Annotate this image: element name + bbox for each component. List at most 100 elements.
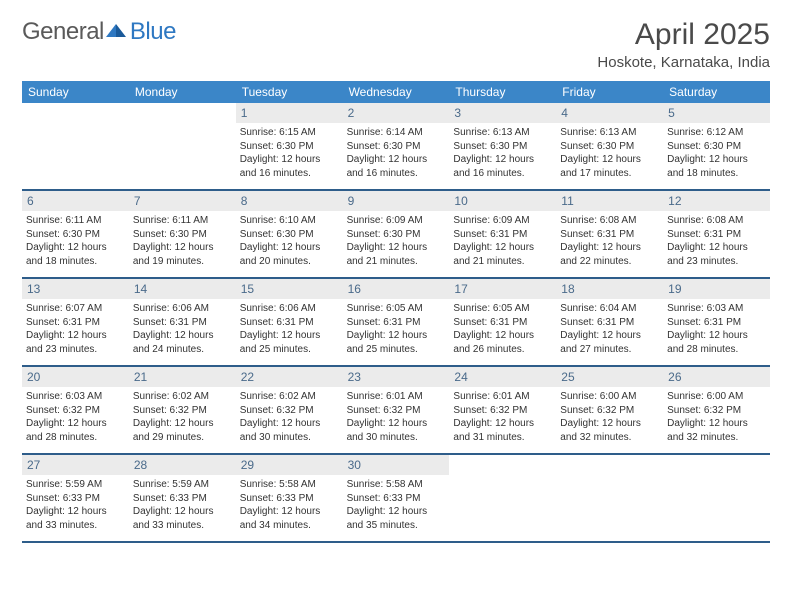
day-cell: 12Sunrise: 6:08 AM Sunset: 6:31 PM Dayli… bbox=[663, 191, 770, 277]
day-text: Sunrise: 6:12 AM Sunset: 6:30 PM Dayligh… bbox=[663, 123, 770, 184]
day-text bbox=[22, 109, 129, 116]
weekday-header: Friday bbox=[556, 81, 663, 103]
day-text: Sunrise: 6:02 AM Sunset: 6:32 PM Dayligh… bbox=[236, 387, 343, 448]
day-text: Sunrise: 6:11 AM Sunset: 6:30 PM Dayligh… bbox=[129, 211, 236, 272]
day-number: 9 bbox=[343, 191, 450, 211]
day-number: 27 bbox=[22, 455, 129, 475]
day-cell: 14Sunrise: 6:06 AM Sunset: 6:31 PM Dayli… bbox=[129, 279, 236, 365]
day-cell bbox=[556, 455, 663, 541]
day-text: Sunrise: 6:11 AM Sunset: 6:30 PM Dayligh… bbox=[22, 211, 129, 272]
day-text bbox=[663, 461, 770, 468]
logo-text-1: General bbox=[22, 18, 104, 46]
day-number: 16 bbox=[343, 279, 450, 299]
day-number: 5 bbox=[663, 103, 770, 123]
logo-text-2: Blue bbox=[130, 18, 176, 46]
day-number: 15 bbox=[236, 279, 343, 299]
day-text: Sunrise: 6:08 AM Sunset: 6:31 PM Dayligh… bbox=[556, 211, 663, 272]
title-block: April 2025 Hoskote, Karnataka, India bbox=[597, 18, 770, 71]
weekday-header-row: Sunday Monday Tuesday Wednesday Thursday… bbox=[22, 81, 770, 103]
day-number: 8 bbox=[236, 191, 343, 211]
day-text: Sunrise: 6:02 AM Sunset: 6:32 PM Dayligh… bbox=[129, 387, 236, 448]
day-cell: 7Sunrise: 6:11 AM Sunset: 6:30 PM Daylig… bbox=[129, 191, 236, 277]
day-cell: 18Sunrise: 6:04 AM Sunset: 6:31 PM Dayli… bbox=[556, 279, 663, 365]
day-cell: 15Sunrise: 6:06 AM Sunset: 6:31 PM Dayli… bbox=[236, 279, 343, 365]
day-text: Sunrise: 6:00 AM Sunset: 6:32 PM Dayligh… bbox=[556, 387, 663, 448]
day-cell: 13Sunrise: 6:07 AM Sunset: 6:31 PM Dayli… bbox=[22, 279, 129, 365]
day-cell: 28Sunrise: 5:59 AM Sunset: 6:33 PM Dayli… bbox=[129, 455, 236, 541]
day-number: 14 bbox=[129, 279, 236, 299]
day-number: 10 bbox=[449, 191, 556, 211]
header: General Blue April 2025 Hoskote, Karnata… bbox=[22, 18, 770, 71]
day-cell bbox=[449, 455, 556, 541]
day-text: Sunrise: 6:05 AM Sunset: 6:31 PM Dayligh… bbox=[449, 299, 556, 360]
day-number: 12 bbox=[663, 191, 770, 211]
day-number: 23 bbox=[343, 367, 450, 387]
day-number: 29 bbox=[236, 455, 343, 475]
day-cell: 8Sunrise: 6:10 AM Sunset: 6:30 PM Daylig… bbox=[236, 191, 343, 277]
day-text: Sunrise: 5:59 AM Sunset: 6:33 PM Dayligh… bbox=[22, 475, 129, 536]
day-number: 30 bbox=[343, 455, 450, 475]
day-number: 4 bbox=[556, 103, 663, 123]
day-cell: 21Sunrise: 6:02 AM Sunset: 6:32 PM Dayli… bbox=[129, 367, 236, 453]
day-cell: 20Sunrise: 6:03 AM Sunset: 6:32 PM Dayli… bbox=[22, 367, 129, 453]
day-text: Sunrise: 6:08 AM Sunset: 6:31 PM Dayligh… bbox=[663, 211, 770, 272]
day-text: Sunrise: 6:09 AM Sunset: 6:31 PM Dayligh… bbox=[449, 211, 556, 272]
day-cell: 23Sunrise: 6:01 AM Sunset: 6:32 PM Dayli… bbox=[343, 367, 450, 453]
week-row: 27Sunrise: 5:59 AM Sunset: 6:33 PM Dayli… bbox=[22, 455, 770, 543]
day-cell: 3Sunrise: 6:13 AM Sunset: 6:30 PM Daylig… bbox=[449, 103, 556, 189]
day-text: Sunrise: 6:07 AM Sunset: 6:31 PM Dayligh… bbox=[22, 299, 129, 360]
day-cell bbox=[22, 103, 129, 189]
day-text: Sunrise: 6:04 AM Sunset: 6:31 PM Dayligh… bbox=[556, 299, 663, 360]
day-text: Sunrise: 6:03 AM Sunset: 6:32 PM Dayligh… bbox=[22, 387, 129, 448]
weekday-header: Tuesday bbox=[236, 81, 343, 103]
day-number: 20 bbox=[22, 367, 129, 387]
day-cell: 16Sunrise: 6:05 AM Sunset: 6:31 PM Dayli… bbox=[343, 279, 450, 365]
day-cell bbox=[663, 455, 770, 541]
day-text: Sunrise: 6:03 AM Sunset: 6:31 PM Dayligh… bbox=[663, 299, 770, 360]
day-text: Sunrise: 6:13 AM Sunset: 6:30 PM Dayligh… bbox=[449, 123, 556, 184]
day-number: 24 bbox=[449, 367, 556, 387]
day-cell: 10Sunrise: 6:09 AM Sunset: 6:31 PM Dayli… bbox=[449, 191, 556, 277]
weeks-container: 1Sunrise: 6:15 AM Sunset: 6:30 PM Daylig… bbox=[22, 103, 770, 543]
day-cell: 22Sunrise: 6:02 AM Sunset: 6:32 PM Dayli… bbox=[236, 367, 343, 453]
day-number: 21 bbox=[129, 367, 236, 387]
day-text: Sunrise: 5:58 AM Sunset: 6:33 PM Dayligh… bbox=[343, 475, 450, 536]
day-cell: 19Sunrise: 6:03 AM Sunset: 6:31 PM Dayli… bbox=[663, 279, 770, 365]
day-number: 26 bbox=[663, 367, 770, 387]
day-number: 25 bbox=[556, 367, 663, 387]
page: General Blue April 2025 Hoskote, Karnata… bbox=[0, 0, 792, 561]
day-number: 13 bbox=[22, 279, 129, 299]
day-text bbox=[129, 109, 236, 116]
day-cell: 29Sunrise: 5:58 AM Sunset: 6:33 PM Dayli… bbox=[236, 455, 343, 541]
logo-mark-icon bbox=[106, 18, 128, 46]
day-text: Sunrise: 6:10 AM Sunset: 6:30 PM Dayligh… bbox=[236, 211, 343, 272]
week-row: 1Sunrise: 6:15 AM Sunset: 6:30 PM Daylig… bbox=[22, 103, 770, 191]
day-cell: 25Sunrise: 6:00 AM Sunset: 6:32 PM Dayli… bbox=[556, 367, 663, 453]
day-cell: 11Sunrise: 6:08 AM Sunset: 6:31 PM Dayli… bbox=[556, 191, 663, 277]
day-number: 1 bbox=[236, 103, 343, 123]
day-number: 11 bbox=[556, 191, 663, 211]
day-text: Sunrise: 6:15 AM Sunset: 6:30 PM Dayligh… bbox=[236, 123, 343, 184]
day-text bbox=[556, 461, 663, 468]
week-row: 13Sunrise: 6:07 AM Sunset: 6:31 PM Dayli… bbox=[22, 279, 770, 367]
day-text: Sunrise: 6:05 AM Sunset: 6:31 PM Dayligh… bbox=[343, 299, 450, 360]
day-cell: 26Sunrise: 6:00 AM Sunset: 6:32 PM Dayli… bbox=[663, 367, 770, 453]
weekday-header: Saturday bbox=[663, 81, 770, 103]
day-text: Sunrise: 5:59 AM Sunset: 6:33 PM Dayligh… bbox=[129, 475, 236, 536]
day-text: Sunrise: 6:00 AM Sunset: 6:32 PM Dayligh… bbox=[663, 387, 770, 448]
day-cell: 17Sunrise: 6:05 AM Sunset: 6:31 PM Dayli… bbox=[449, 279, 556, 365]
day-number: 3 bbox=[449, 103, 556, 123]
day-number: 2 bbox=[343, 103, 450, 123]
weekday-header: Monday bbox=[129, 81, 236, 103]
weekday-header: Wednesday bbox=[343, 81, 450, 103]
day-text: Sunrise: 5:58 AM Sunset: 6:33 PM Dayligh… bbox=[236, 475, 343, 536]
day-number: 17 bbox=[449, 279, 556, 299]
day-text: Sunrise: 6:01 AM Sunset: 6:32 PM Dayligh… bbox=[449, 387, 556, 448]
day-text: Sunrise: 6:01 AM Sunset: 6:32 PM Dayligh… bbox=[343, 387, 450, 448]
day-text bbox=[449, 461, 556, 468]
day-cell bbox=[129, 103, 236, 189]
day-text: Sunrise: 6:06 AM Sunset: 6:31 PM Dayligh… bbox=[129, 299, 236, 360]
week-row: 6Sunrise: 6:11 AM Sunset: 6:30 PM Daylig… bbox=[22, 191, 770, 279]
day-number: 28 bbox=[129, 455, 236, 475]
day-cell: 30Sunrise: 5:58 AM Sunset: 6:33 PM Dayli… bbox=[343, 455, 450, 541]
